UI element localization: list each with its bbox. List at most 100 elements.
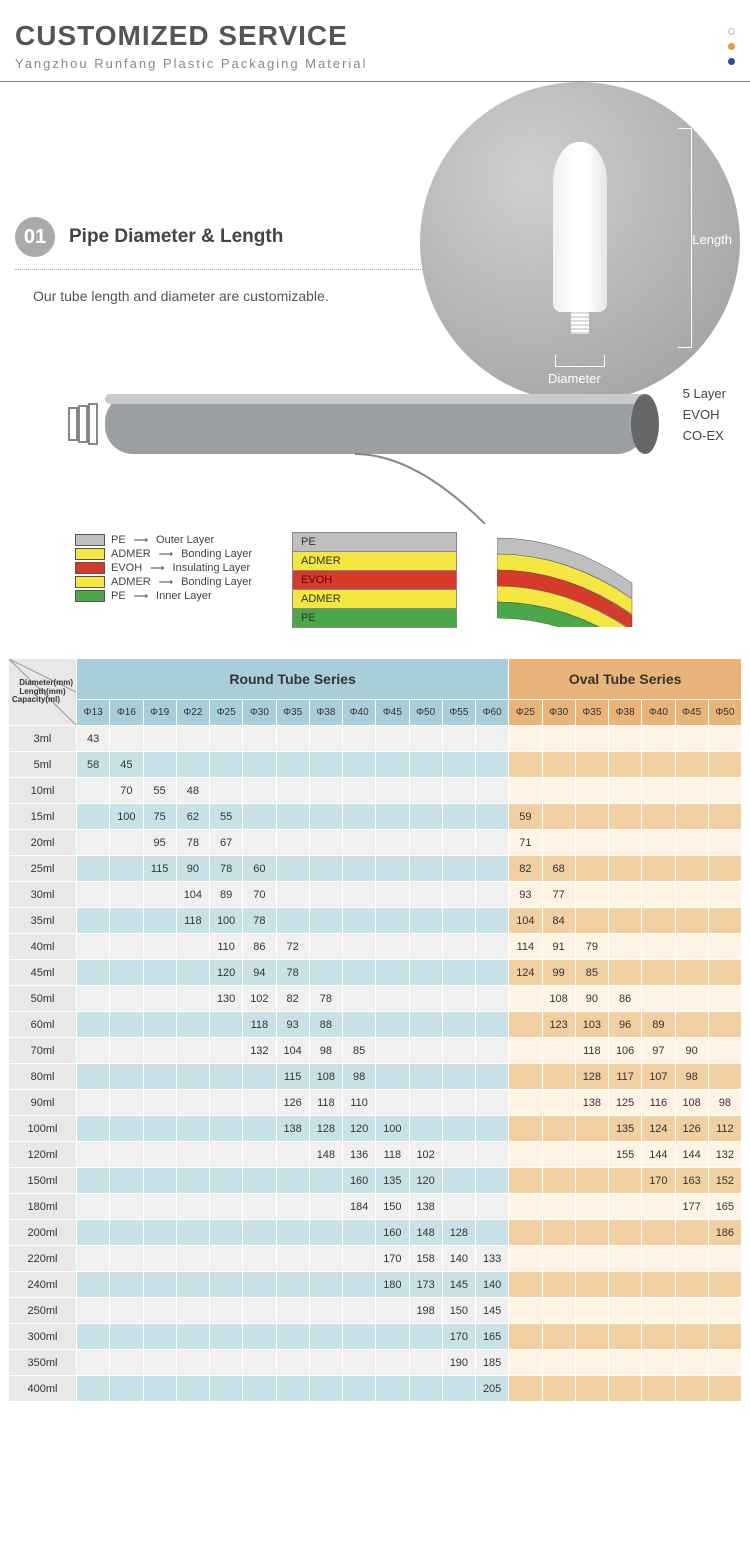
round-cell xyxy=(77,830,110,856)
oval-cell xyxy=(509,1324,542,1350)
round-cell xyxy=(176,1142,209,1168)
oval-cell xyxy=(708,1246,741,1272)
round-cell xyxy=(276,1194,309,1220)
capacity-cell: 30ml xyxy=(9,882,77,908)
round-cell xyxy=(143,986,176,1012)
round-cell: 82 xyxy=(276,986,309,1012)
round-cell: 93 xyxy=(276,1012,309,1038)
oval-cell xyxy=(542,804,575,830)
oval-cell xyxy=(609,1220,642,1246)
oval-cell: 98 xyxy=(708,1090,741,1116)
oval-cell xyxy=(642,1324,675,1350)
round-cell xyxy=(77,1246,110,1272)
round-cell xyxy=(442,752,475,778)
round-cell xyxy=(143,1272,176,1298)
round-cell xyxy=(276,804,309,830)
round-cell xyxy=(77,804,110,830)
round-col-header: Φ55 xyxy=(442,700,475,726)
page-title: CUSTOMIZED SERVICE xyxy=(15,20,735,52)
oval-cell xyxy=(609,830,642,856)
round-cell xyxy=(442,1376,475,1402)
round-cell xyxy=(210,778,243,804)
round-cell: 145 xyxy=(442,1272,475,1298)
oval-cell: 124 xyxy=(509,960,542,986)
oval-cell xyxy=(642,1246,675,1272)
round-cell xyxy=(376,1038,409,1064)
oval-cell xyxy=(708,1324,741,1350)
oval-cell xyxy=(609,960,642,986)
round-cell xyxy=(176,1194,209,1220)
capacity-cell: 100ml xyxy=(9,1116,77,1142)
oval-cell: 108 xyxy=(675,1090,708,1116)
oval-cell xyxy=(509,778,542,804)
round-cell: 170 xyxy=(442,1324,475,1350)
oval-cell xyxy=(642,1194,675,1220)
round-cell xyxy=(110,1168,143,1194)
round-cell xyxy=(77,1090,110,1116)
round-cell: 150 xyxy=(376,1194,409,1220)
capacity-cell: 240ml xyxy=(9,1272,77,1298)
round-cell: 55 xyxy=(210,804,243,830)
round-cell xyxy=(176,960,209,986)
round-cell: 85 xyxy=(343,1038,376,1064)
round-cell xyxy=(243,1090,276,1116)
round-cell xyxy=(476,752,509,778)
round-cell xyxy=(376,1376,409,1402)
capacity-cell: 50ml xyxy=(9,986,77,1012)
round-cell xyxy=(409,1116,442,1142)
round-cell: 128 xyxy=(442,1220,475,1246)
capacity-cell: 180ml xyxy=(9,1194,77,1220)
round-cell xyxy=(176,986,209,1012)
round-cell xyxy=(442,830,475,856)
round-cell xyxy=(143,1142,176,1168)
round-cell xyxy=(176,1298,209,1324)
oval-cell xyxy=(609,856,642,882)
round-cell: 132 xyxy=(243,1038,276,1064)
round-cell: 60 xyxy=(243,856,276,882)
oval-cell: 108 xyxy=(542,986,575,1012)
oval-cell xyxy=(642,960,675,986)
round-cell: 180 xyxy=(376,1272,409,1298)
round-cell xyxy=(476,1168,509,1194)
round-cell xyxy=(442,1194,475,1220)
round-cell xyxy=(110,934,143,960)
capacity-cell: 35ml xyxy=(9,908,77,934)
round-cell xyxy=(110,1220,143,1246)
round-cell: 140 xyxy=(442,1246,475,1272)
round-cell: 148 xyxy=(309,1142,342,1168)
round-cell xyxy=(176,1376,209,1402)
round-cell xyxy=(476,726,509,752)
round-cell xyxy=(143,1116,176,1142)
round-cell xyxy=(143,1012,176,1038)
round-cell xyxy=(110,1298,143,1324)
oval-cell: 86 xyxy=(609,986,642,1012)
oval-cell: 155 xyxy=(609,1142,642,1168)
round-cell: 118 xyxy=(243,1012,276,1038)
round-cell xyxy=(110,1064,143,1090)
round-cell xyxy=(176,1168,209,1194)
round-cell xyxy=(77,986,110,1012)
oval-cell: 138 xyxy=(575,1090,608,1116)
round-cell xyxy=(143,1090,176,1116)
round-cell xyxy=(176,1350,209,1376)
round-cell: 170 xyxy=(376,1246,409,1272)
oval-cell xyxy=(609,934,642,960)
round-cell xyxy=(309,752,342,778)
round-col-header: Φ45 xyxy=(376,700,409,726)
oval-cell xyxy=(675,908,708,934)
round-cell xyxy=(176,934,209,960)
round-cell xyxy=(376,1012,409,1038)
oval-cell: 97 xyxy=(642,1038,675,1064)
round-cell: 205 xyxy=(476,1376,509,1402)
round-cell: 104 xyxy=(176,882,209,908)
round-cell: 198 xyxy=(409,1298,442,1324)
oval-cell xyxy=(542,778,575,804)
round-cell: 58 xyxy=(77,752,110,778)
round-cell: 118 xyxy=(376,1142,409,1168)
oval-cell xyxy=(642,778,675,804)
oval-cell xyxy=(609,804,642,830)
oval-cell xyxy=(642,804,675,830)
layer-legend: PE⟶Outer LayerADMER⟶Bonding LayerEVOH⟶In… xyxy=(75,532,252,628)
round-cell xyxy=(376,882,409,908)
round-cell xyxy=(276,1220,309,1246)
